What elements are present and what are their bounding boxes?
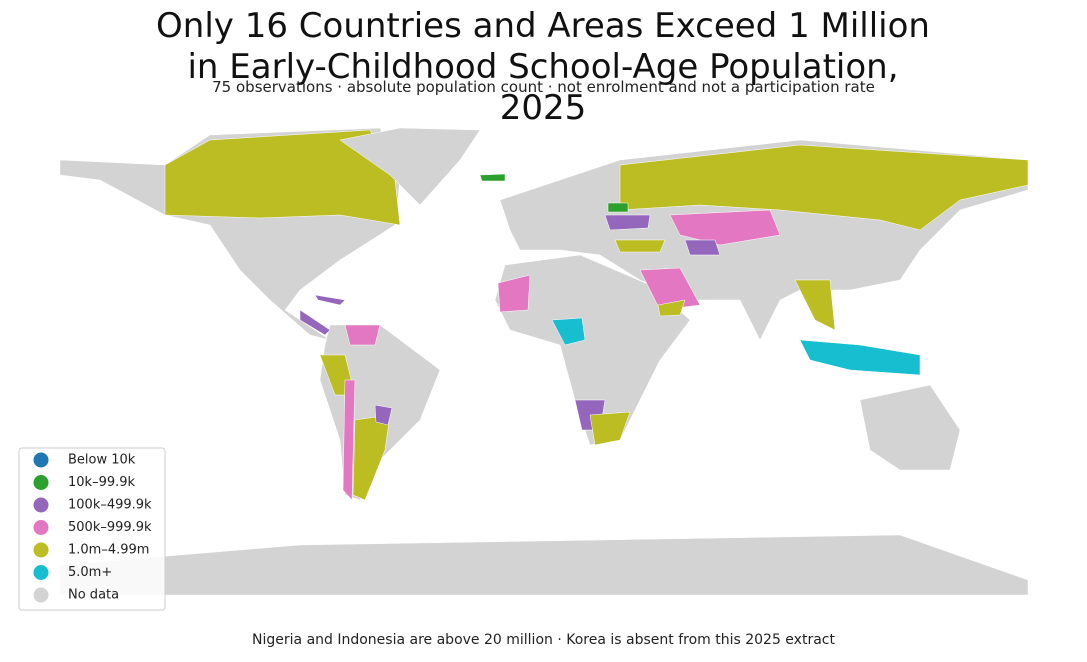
region xyxy=(352,414,391,501)
legend-swatch xyxy=(33,497,49,513)
region xyxy=(342,379,356,501)
region xyxy=(589,411,631,446)
legend-swatch xyxy=(33,587,49,603)
legend-swatch xyxy=(33,452,49,468)
region xyxy=(859,384,961,471)
footnote: Nigeria and Indonesia are above 20 milli… xyxy=(252,632,835,648)
map-subtitle: 75 observations · absolute population co… xyxy=(212,78,875,96)
map-title: Only 16 Countries and Areas Exceed 1 Mil… xyxy=(156,6,930,128)
region xyxy=(684,239,721,256)
legend-label: Below 10k xyxy=(68,453,136,468)
region xyxy=(619,144,1029,231)
region xyxy=(794,279,836,331)
region xyxy=(551,317,586,346)
region xyxy=(314,294,346,306)
legend-swatch xyxy=(33,565,49,580)
legend-label: No data xyxy=(68,588,119,603)
legend-label: 100k–499.9k xyxy=(68,498,152,513)
legend-label: 500k–999.9k xyxy=(68,520,152,535)
legend-label: 1.0m–4.99m xyxy=(68,543,149,558)
region xyxy=(497,274,531,313)
legend-swatch xyxy=(33,475,49,490)
region xyxy=(614,239,666,253)
region xyxy=(339,127,481,206)
region xyxy=(799,339,921,376)
region xyxy=(59,534,1029,596)
region xyxy=(374,404,393,426)
region xyxy=(164,129,401,226)
region xyxy=(639,267,701,311)
legend-swatch xyxy=(33,520,49,535)
region xyxy=(607,202,629,213)
region xyxy=(299,309,331,336)
legend-label: 10k–99.9k xyxy=(68,475,136,490)
region xyxy=(669,209,781,246)
legend-label: 5.0m+ xyxy=(68,565,112,580)
region xyxy=(657,299,686,317)
region xyxy=(344,324,381,346)
region xyxy=(604,214,651,231)
legend-box xyxy=(18,447,166,611)
legend-swatch xyxy=(33,542,49,558)
region xyxy=(479,173,506,182)
